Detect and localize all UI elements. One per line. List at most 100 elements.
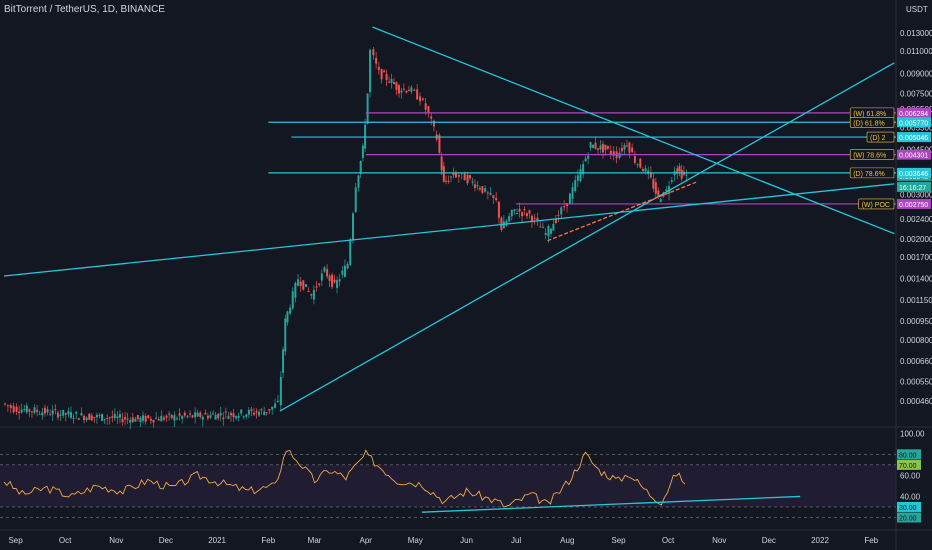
- trendline[interactable]: [372, 26, 895, 235]
- candle-body[interactable]: [523, 209, 526, 211]
- candle-body[interactable]: [530, 215, 533, 222]
- candle-body[interactable]: [552, 224, 555, 231]
- candle-body[interactable]: [304, 284, 307, 287]
- candle-body[interactable]: [372, 49, 375, 56]
- candle-body[interactable]: [563, 206, 566, 208]
- candle-body[interactable]: [606, 146, 609, 149]
- candle-body[interactable]: [592, 144, 595, 148]
- candle-body[interactable]: [235, 416, 238, 419]
- candle-body[interactable]: [432, 120, 435, 127]
- candle-body[interactable]: [416, 89, 419, 100]
- candle-body[interactable]: [481, 186, 484, 193]
- candle-body[interactable]: [665, 189, 668, 191]
- candle-body[interactable]: [351, 213, 354, 241]
- candle-body[interactable]: [224, 411, 227, 413]
- candle-body[interactable]: [685, 174, 688, 176]
- candle-body[interactable]: [354, 187, 357, 212]
- candle-body[interactable]: [222, 417, 225, 419]
- candle-body[interactable]: [103, 419, 106, 421]
- candle-body[interactable]: [126, 418, 129, 420]
- candle-body[interactable]: [4, 403, 6, 405]
- candle-body[interactable]: [424, 103, 427, 110]
- candle-body[interactable]: [584, 158, 587, 162]
- candle-body[interactable]: [641, 169, 644, 172]
- candle-body[interactable]: [289, 307, 292, 314]
- candle-body[interactable]: [286, 311, 289, 323]
- candle-body[interactable]: [144, 416, 147, 422]
- candle-body[interactable]: [51, 410, 54, 415]
- candle-body[interactable]: [557, 214, 560, 216]
- candle-body[interactable]: [98, 415, 101, 417]
- candle-body[interactable]: [654, 182, 657, 194]
- candle-body[interactable]: [162, 417, 165, 420]
- candle-body[interactable]: [258, 411, 261, 416]
- candle-body[interactable]: [59, 414, 62, 416]
- candle-body[interactable]: [659, 199, 662, 202]
- candle-body[interactable]: [589, 142, 592, 148]
- candle-body[interactable]: [302, 280, 305, 290]
- candle-body[interactable]: [633, 156, 636, 163]
- candle-body[interactable]: [400, 90, 403, 93]
- candle-body[interactable]: [599, 145, 602, 150]
- rsi-line[interactable]: [3, 449, 686, 508]
- candle-body[interactable]: [149, 418, 152, 421]
- candle-body[interactable]: [157, 419, 160, 421]
- candle-body[interactable]: [43, 407, 46, 414]
- candle-body[interactable]: [388, 81, 391, 83]
- candle-body[interactable]: [38, 413, 41, 415]
- candle-body[interactable]: [549, 228, 552, 234]
- candle-body[interactable]: [255, 411, 258, 413]
- candle-body[interactable]: [106, 417, 109, 419]
- candle-body[interactable]: [268, 409, 271, 411]
- candle-body[interactable]: [217, 413, 220, 419]
- candle-body[interactable]: [245, 414, 248, 417]
- candle-body[interactable]: [338, 279, 341, 282]
- candle-body[interactable]: [72, 418, 75, 420]
- candle-body[interactable]: [601, 144, 604, 153]
- candle-body[interactable]: [189, 413, 192, 415]
- candle-body[interactable]: [547, 225, 550, 237]
- candle-body[interactable]: [407, 89, 410, 92]
- candle-body[interactable]: [118, 413, 121, 418]
- candle-body[interactable]: [183, 412, 186, 416]
- candle-body[interactable]: [636, 164, 639, 166]
- candle-body[interactable]: [312, 289, 315, 300]
- candle-body[interactable]: [36, 409, 39, 412]
- candle-body[interactable]: [377, 66, 380, 71]
- candle-body[interactable]: [620, 148, 623, 152]
- candle-body[interactable]: [271, 406, 274, 410]
- candle-body[interactable]: [331, 274, 334, 288]
- candle-body[interactable]: [279, 376, 282, 406]
- candle-body[interactable]: [62, 409, 65, 416]
- candle-body[interactable]: [639, 158, 642, 168]
- candle-body[interactable]: [307, 290, 310, 292]
- candle-body[interactable]: [252, 412, 255, 415]
- candle-body[interactable]: [6, 405, 9, 407]
- candle-body[interactable]: [625, 145, 628, 147]
- candle-body[interactable]: [680, 169, 683, 179]
- candle-body[interactable]: [369, 49, 372, 93]
- candle-body[interactable]: [500, 217, 503, 230]
- candle-body[interactable]: [297, 279, 300, 286]
- candle-body[interactable]: [124, 417, 127, 420]
- candle-body[interactable]: [541, 226, 544, 228]
- candle-body[interactable]: [544, 232, 547, 235]
- candle-body[interactable]: [597, 148, 600, 150]
- candle-body[interactable]: [359, 160, 362, 174]
- candle-body[interactable]: [478, 187, 481, 190]
- candle-body[interactable]: [582, 163, 585, 175]
- candle-body[interactable]: [579, 169, 582, 182]
- candle-body[interactable]: [64, 413, 67, 415]
- candle-body[interactable]: [263, 411, 266, 416]
- candle-body[interactable]: [427, 106, 430, 113]
- trendline[interactable]: [279, 62, 895, 412]
- candle-body[interactable]: [652, 178, 655, 189]
- candle-body[interactable]: [204, 412, 207, 415]
- candle-body[interactable]: [129, 419, 132, 423]
- candle-body[interactable]: [116, 416, 119, 418]
- candle-body[interactable]: [492, 195, 495, 198]
- candle-body[interactable]: [568, 193, 571, 205]
- candle-body[interactable]: [440, 156, 443, 171]
- candle-body[interactable]: [587, 155, 590, 159]
